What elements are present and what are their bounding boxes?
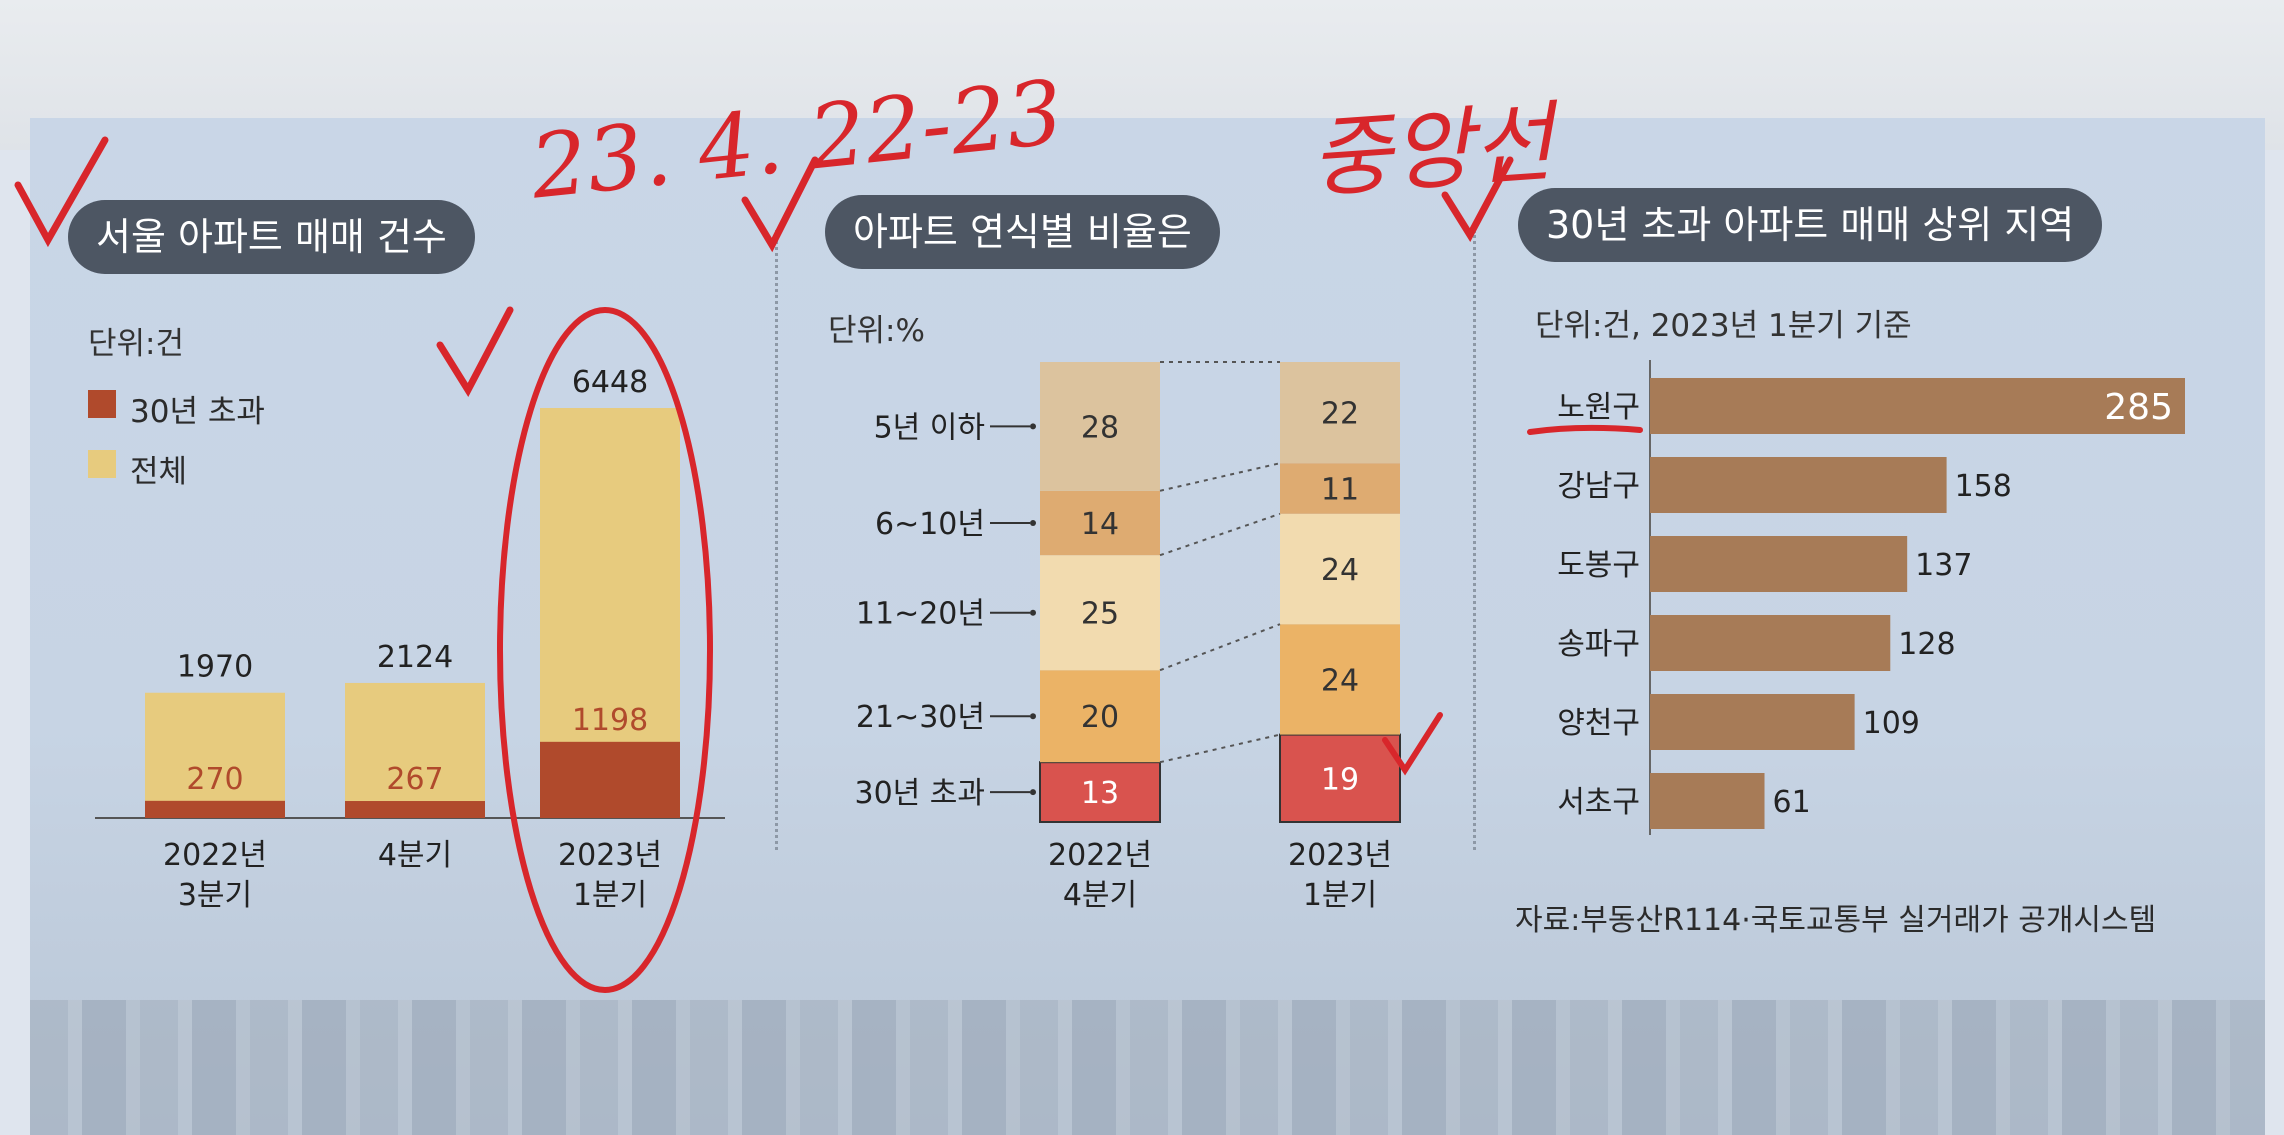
chart1-label-total: 2124 bbox=[377, 640, 453, 675]
chart2-segment-label: 20 bbox=[1081, 700, 1119, 735]
chart2-segment-label: 25 bbox=[1081, 597, 1119, 632]
chart2-leader-dot bbox=[1030, 423, 1036, 430]
chart3-category-label: 양천구 bbox=[1557, 706, 1640, 741]
chart2-leader-dot bbox=[1030, 609, 1036, 616]
chart2-category-label: 4분기 bbox=[1063, 878, 1137, 913]
chart3-bar bbox=[1650, 615, 1891, 671]
chart2-leader-dot bbox=[1030, 713, 1036, 720]
chart1-label-total: 1970 bbox=[177, 650, 253, 685]
chart3-value-label: 137 bbox=[1915, 548, 1972, 583]
chart1-bar-total bbox=[145, 692, 285, 818]
chart2-leader-dot bbox=[1030, 520, 1036, 526]
source-note: 자료:부동산R114·국토교통부 실거래가 공개시스템 bbox=[1515, 903, 2157, 938]
skyline-background bbox=[30, 1000, 2265, 1135]
chart1-bar-over30 bbox=[540, 741, 680, 818]
chart2-segment-label: 28 bbox=[1081, 410, 1119, 445]
chart2-segment-label: 24 bbox=[1321, 663, 1359, 698]
chart2-segment bbox=[1040, 762, 1160, 822]
chart3-bar bbox=[1650, 378, 2185, 434]
title-age-ratio: 아파트 연식별 비율은 bbox=[825, 195, 1220, 269]
chart2-row-label: 11~20년 bbox=[856, 597, 985, 632]
chart2-category-label: 2023년 bbox=[1288, 838, 1392, 873]
chart2-segment bbox=[1280, 463, 1400, 514]
chart1-label-over30: 270 bbox=[186, 762, 243, 797]
chart3-value-label: 61 bbox=[1773, 785, 1811, 820]
unit-right: 단위:건, 2023년 1분기 기준 bbox=[1535, 308, 1912, 344]
chart2-segment bbox=[1280, 362, 1400, 464]
chart1-label-total: 6448 bbox=[572, 365, 648, 400]
chart2-segment bbox=[1280, 734, 1400, 822]
chart1-category-label: 1분기 bbox=[573, 878, 647, 913]
chart2-segment bbox=[1280, 513, 1400, 625]
chart2-segment-label: 24 bbox=[1321, 553, 1359, 588]
unit-left: 단위:건 bbox=[88, 326, 185, 362]
chart3-category-label: 도봉구 bbox=[1557, 548, 1640, 583]
chart3-value-label: 285 bbox=[2104, 387, 2173, 428]
chart2-row-label: 21~30년 bbox=[856, 700, 985, 735]
chart2-segment-label: 19 bbox=[1321, 762, 1359, 797]
legend-swatch-over30 bbox=[88, 390, 116, 418]
chart3-bar bbox=[1650, 536, 1908, 592]
chart1-category-label: 2022년 bbox=[163, 838, 267, 873]
chart1-bar-over30 bbox=[345, 801, 485, 818]
chart2-row-label: 6~10년 bbox=[875, 507, 985, 542]
chart3-bar bbox=[1650, 457, 1947, 513]
chart2-row-label: 5년 이하 bbox=[874, 410, 985, 445]
chart3-category-label: 강남구 bbox=[1557, 469, 1640, 504]
chart2-segment bbox=[1040, 555, 1160, 671]
chart2-category-label: 1분기 bbox=[1303, 878, 1377, 913]
chart1-label-over30: 267 bbox=[386, 762, 443, 797]
legend-label-total: 전체 bbox=[130, 454, 188, 490]
chart1-bar-total bbox=[345, 682, 485, 818]
legend-swatch-total bbox=[88, 450, 116, 478]
chart1-label-over30: 1198 bbox=[572, 703, 648, 738]
legend-label-over30: 30년 초과 bbox=[130, 394, 265, 430]
divider-right bbox=[1473, 230, 1476, 850]
chart2-connector bbox=[1159, 512, 1281, 557]
title-top-regions: 30년 초과 아파트 매매 상위 지역 bbox=[1518, 188, 2103, 262]
chart2-category-label: 2022년 bbox=[1048, 838, 1152, 873]
chart2-segment bbox=[1040, 670, 1160, 763]
handwritten-paper-name: 중앙선 bbox=[1307, 90, 1557, 211]
chart2-segment bbox=[1040, 490, 1160, 556]
chart2-connector bbox=[1159, 623, 1281, 672]
chart2-leader-dot bbox=[1030, 789, 1036, 796]
chart2-row-label: 30년 초과 bbox=[854, 776, 985, 811]
chart3-category-label: 노원구 bbox=[1557, 390, 1640, 425]
chart2-segment bbox=[1040, 362, 1160, 491]
chart2-segment-label: 14 bbox=[1081, 507, 1119, 542]
unit-middle: 단위:% bbox=[828, 313, 925, 349]
chart3-bar bbox=[1650, 694, 1855, 750]
chart1-bar-over30 bbox=[145, 800, 285, 818]
divider-left bbox=[775, 230, 778, 850]
chart3-value-label: 158 bbox=[1955, 469, 2012, 504]
chart1-category-label: 4분기 bbox=[378, 838, 452, 873]
chart3-category-label: 송파구 bbox=[1557, 627, 1640, 662]
chart1-category-label: 2023년 bbox=[558, 838, 662, 873]
chart2-connector bbox=[1159, 462, 1281, 492]
chart3-category-label: 서초구 bbox=[1557, 785, 1640, 820]
chart2-segment-label: 13 bbox=[1081, 776, 1119, 811]
chart3-bar bbox=[1650, 773, 1765, 829]
chart2-segment-label: 11 bbox=[1321, 473, 1359, 508]
chart1-category-label: 3분기 bbox=[178, 878, 252, 913]
chart2-connector bbox=[1159, 733, 1281, 764]
chart3-value-label: 109 bbox=[1863, 706, 1920, 741]
title-seoul-sales: 서울 아파트 매매 건수 bbox=[68, 200, 475, 274]
chart2-segment bbox=[1280, 624, 1400, 735]
chart2-segment-label: 22 bbox=[1321, 397, 1359, 432]
chart3-value-label: 128 bbox=[1898, 627, 1955, 662]
